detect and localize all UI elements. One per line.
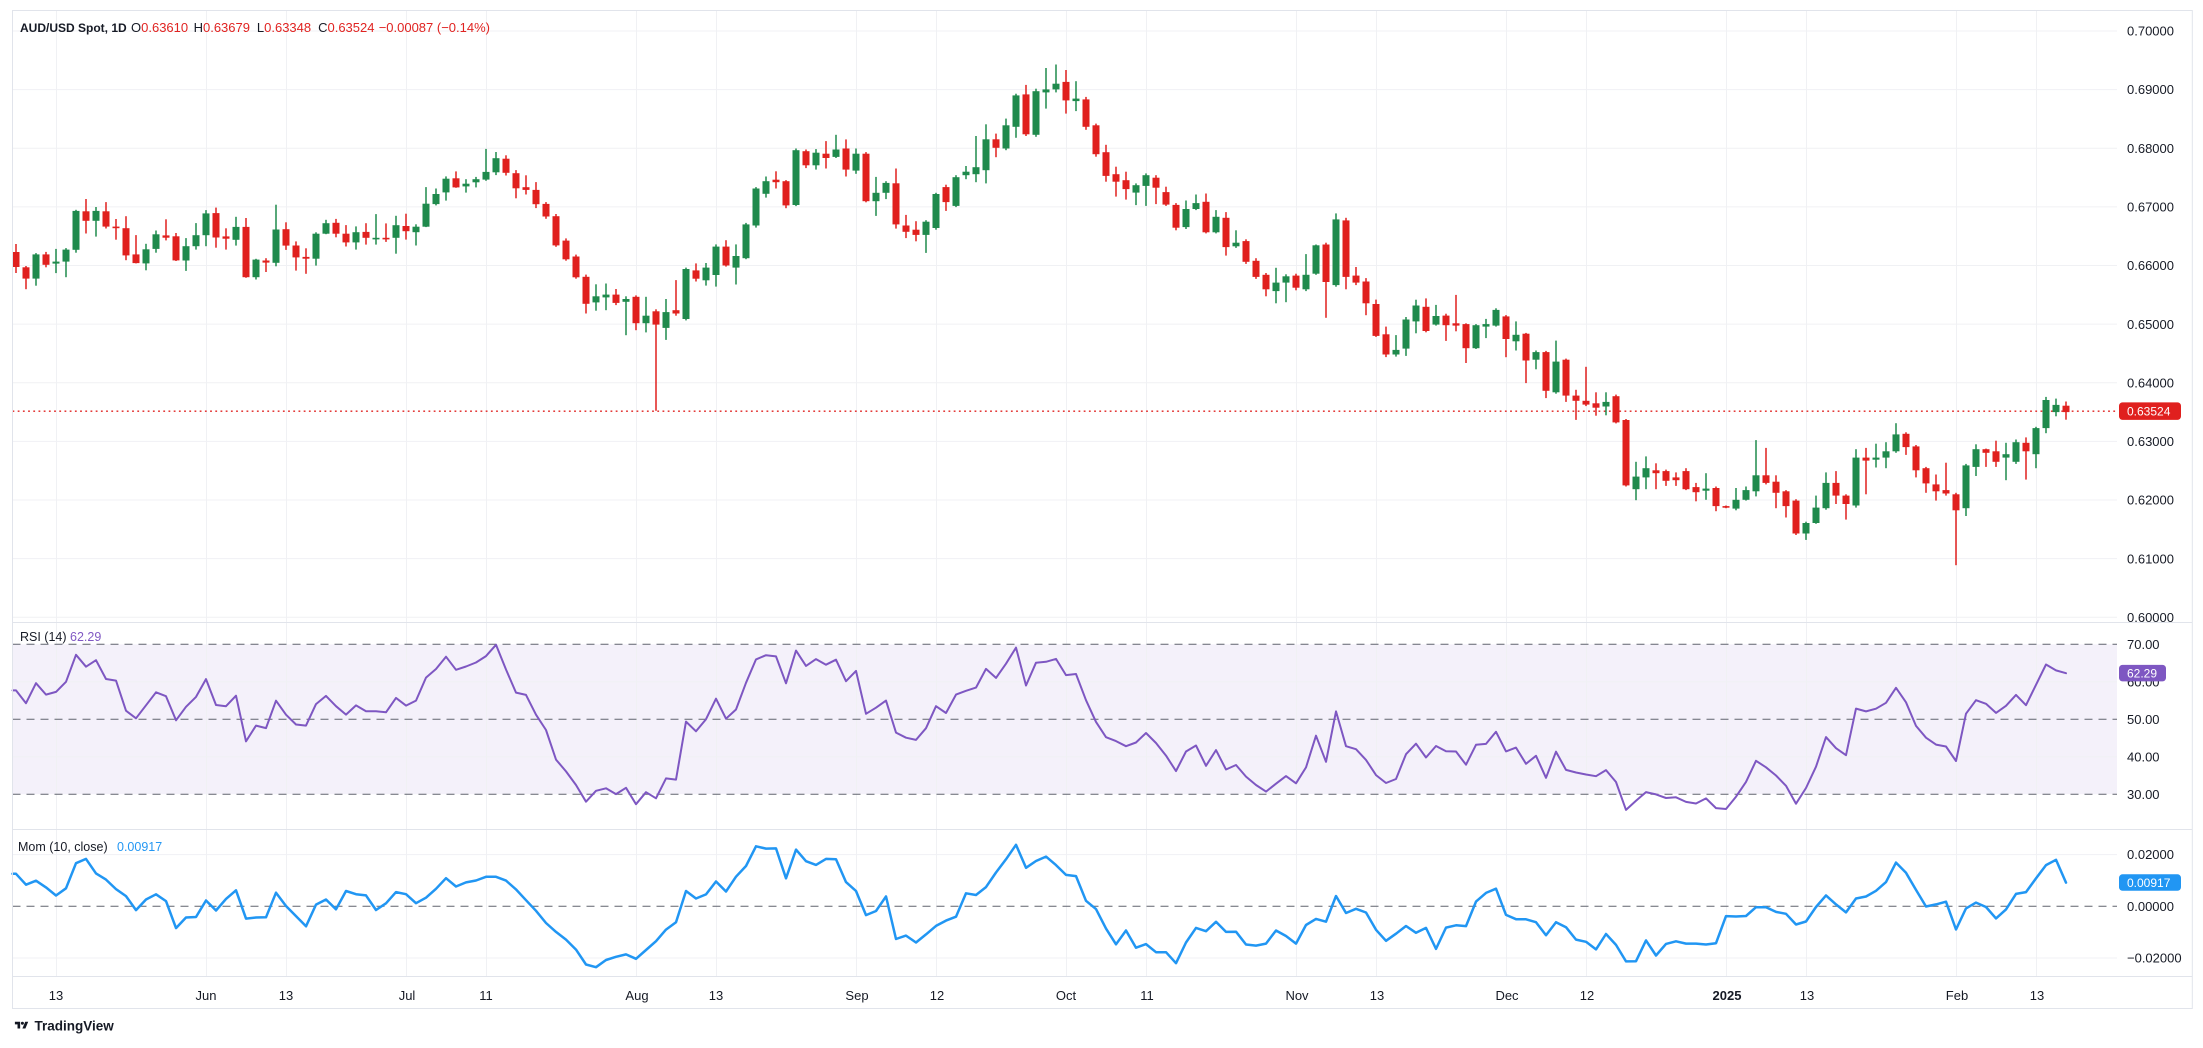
svg-text:Jul: Jul bbox=[399, 988, 416, 1003]
svg-text:13: 13 bbox=[1800, 988, 1814, 1003]
svg-text:H0.63679: H0.63679 bbox=[194, 20, 250, 35]
svg-text:Sep: Sep bbox=[845, 988, 868, 1003]
svg-text:−0.02000: −0.02000 bbox=[2127, 951, 2182, 966]
svg-text:0.61000: 0.61000 bbox=[2127, 551, 2174, 566]
svg-text:0.69000: 0.69000 bbox=[2127, 82, 2174, 97]
svg-text:62.29: 62.29 bbox=[70, 630, 101, 644]
svg-text:0.65000: 0.65000 bbox=[2127, 317, 2174, 332]
svg-text:0.60000: 0.60000 bbox=[2127, 610, 2174, 625]
svg-text:L0.63348: L0.63348 bbox=[257, 20, 311, 35]
svg-text:Oct: Oct bbox=[1056, 988, 1077, 1003]
svg-text:50.00: 50.00 bbox=[2127, 712, 2160, 727]
svg-text:TradingView: TradingView bbox=[35, 1019, 115, 1034]
svg-text:RSI (14): RSI (14) bbox=[20, 630, 67, 644]
svg-text:Nov: Nov bbox=[1285, 988, 1309, 1003]
svg-text:Aug: Aug bbox=[625, 988, 648, 1003]
svg-text:30.00: 30.00 bbox=[2127, 787, 2160, 802]
svg-text:Feb: Feb bbox=[1946, 988, 1968, 1003]
svg-text:O0.63610: O0.63610 bbox=[131, 20, 188, 35]
svg-text:0.64000: 0.64000 bbox=[2127, 375, 2174, 390]
svg-text:13: 13 bbox=[279, 988, 293, 1003]
svg-text:2025: 2025 bbox=[1713, 988, 1742, 1003]
svg-text:62.29: 62.29 bbox=[2127, 666, 2157, 680]
svg-text:0.00000: 0.00000 bbox=[2127, 899, 2174, 914]
svg-text:0.66000: 0.66000 bbox=[2127, 258, 2174, 273]
svg-text:0.63524: 0.63524 bbox=[2127, 404, 2171, 418]
svg-text:0.68000: 0.68000 bbox=[2127, 141, 2174, 156]
svg-text:Jun: Jun bbox=[196, 988, 217, 1003]
svg-text:13: 13 bbox=[1370, 988, 1384, 1003]
svg-text:AUD/USD Spot, 1D: AUD/USD Spot, 1D bbox=[20, 21, 127, 35]
svg-text:13: 13 bbox=[709, 988, 723, 1003]
svg-text:13: 13 bbox=[49, 988, 63, 1003]
svg-text:13: 13 bbox=[2030, 988, 2044, 1003]
svg-text:12: 12 bbox=[1580, 988, 1594, 1003]
svg-text:40.00: 40.00 bbox=[2127, 749, 2160, 764]
svg-text:0.70000: 0.70000 bbox=[2127, 24, 2174, 39]
svg-text:0.02000: 0.02000 bbox=[2127, 847, 2174, 862]
svg-text:11: 11 bbox=[1140, 988, 1154, 1003]
svg-text:12: 12 bbox=[930, 988, 944, 1003]
svg-text:0.00917: 0.00917 bbox=[117, 840, 162, 854]
svg-text:0.67000: 0.67000 bbox=[2127, 200, 2174, 215]
svg-text:0.63000: 0.63000 bbox=[2127, 434, 2174, 449]
svg-text:70.00: 70.00 bbox=[2127, 637, 2160, 652]
svg-text:11: 11 bbox=[479, 988, 493, 1003]
svg-text:0.62000: 0.62000 bbox=[2127, 493, 2174, 508]
svg-text:0.00917: 0.00917 bbox=[2127, 876, 2171, 890]
svg-text:Mom (10, close): Mom (10, close) bbox=[18, 840, 108, 854]
svg-text:Dec: Dec bbox=[1495, 988, 1519, 1003]
svg-text:C0.63524: C0.63524 bbox=[318, 20, 374, 35]
svg-text:−0.00087 (−0.14%): −0.00087 (−0.14%) bbox=[379, 20, 490, 35]
